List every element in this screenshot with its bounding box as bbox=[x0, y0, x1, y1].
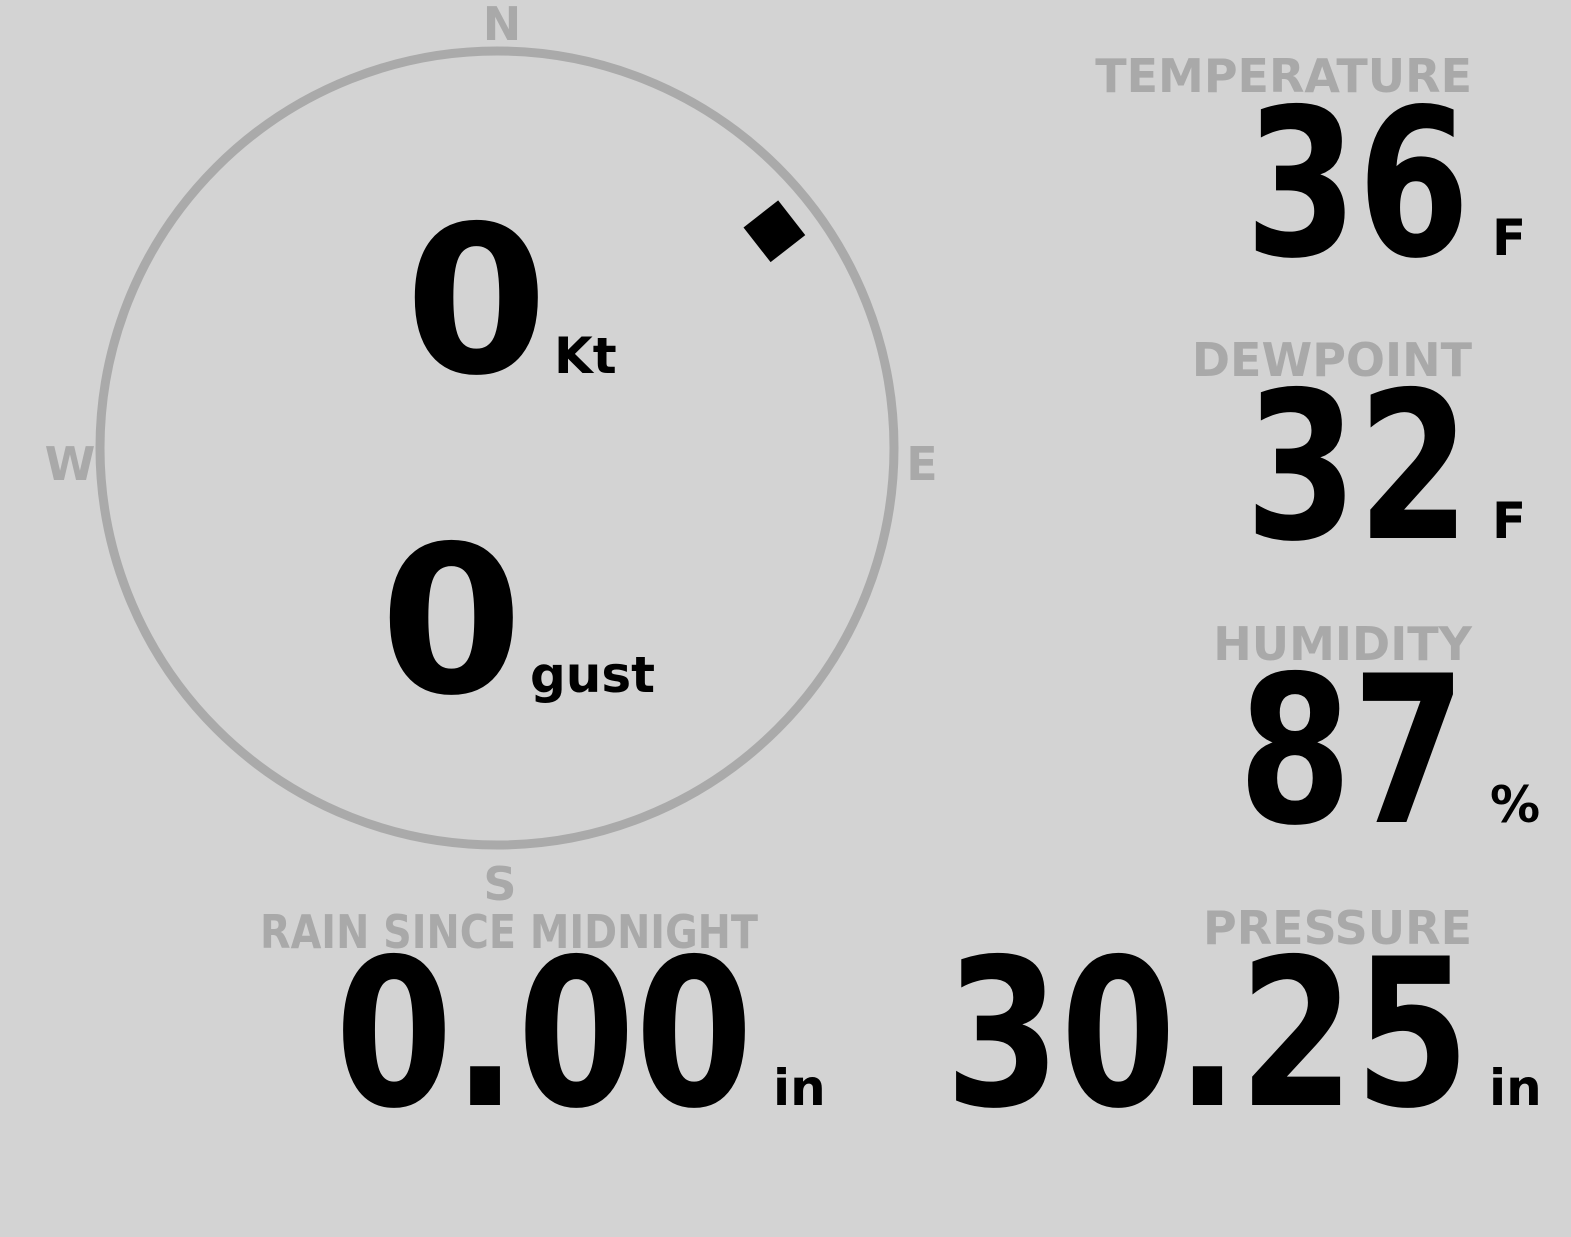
wind-direction-marker bbox=[743, 200, 806, 263]
marker-square bbox=[743, 200, 806, 263]
dewpoint-value: 32 bbox=[1245, 349, 1470, 587]
wind-gust-unit: gust bbox=[530, 646, 655, 704]
compass-e: E bbox=[906, 437, 937, 491]
dewpoint-label: DEWPOINT bbox=[1192, 333, 1473, 387]
humidity-value: 87 bbox=[1238, 633, 1466, 871]
wind-speed-unit: Kt bbox=[554, 327, 617, 385]
rain-label: RAIN SINCE MIDNIGHT bbox=[260, 905, 759, 959]
temperature-unit: F bbox=[1492, 209, 1526, 267]
compass-w: W bbox=[45, 437, 96, 491]
temperature-value: 36 bbox=[1245, 66, 1470, 304]
compass-s: S bbox=[483, 857, 516, 911]
temperature-label: TEMPERATURE bbox=[1095, 49, 1472, 103]
wind-speed: 0 bbox=[405, 183, 548, 421]
pressure-label: PRESSURE bbox=[1203, 901, 1472, 955]
pressure-unit: in bbox=[1489, 1059, 1542, 1117]
rain-value: 0.00 bbox=[335, 916, 753, 1154]
dewpoint-unit: F bbox=[1492, 492, 1526, 550]
humidity-label: HUMIDITY bbox=[1213, 617, 1472, 671]
compass-ring bbox=[95, 46, 899, 850]
pressure-value: 30.25 bbox=[945, 916, 1470, 1154]
humidity-unit: % bbox=[1490, 776, 1540, 834]
rain-unit: in bbox=[773, 1059, 826, 1117]
compass-n: N bbox=[483, 0, 522, 51]
wind-gust: 0 bbox=[380, 503, 523, 741]
